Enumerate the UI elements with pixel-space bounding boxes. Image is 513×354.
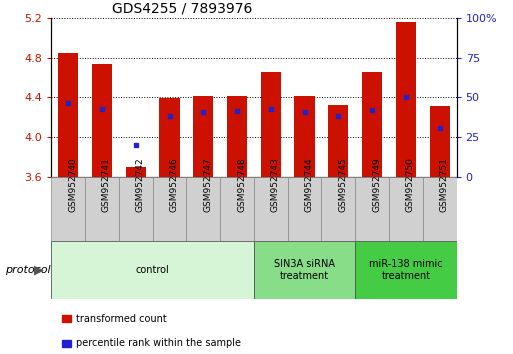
Bar bbox=[328, 105, 348, 177]
Text: GSM952749: GSM952749 bbox=[372, 157, 381, 212]
Bar bbox=[51, 177, 85, 241]
Text: percentile rank within the sample: percentile rank within the sample bbox=[76, 338, 241, 348]
Bar bbox=[160, 98, 180, 177]
Text: protocol: protocol bbox=[5, 265, 51, 275]
Bar bbox=[362, 73, 382, 177]
Bar bbox=[193, 96, 213, 177]
Bar bbox=[322, 177, 355, 241]
Bar bbox=[254, 177, 288, 241]
Bar bbox=[294, 96, 314, 177]
Bar bbox=[126, 167, 146, 177]
Text: SIN3A siRNA
treatment: SIN3A siRNA treatment bbox=[274, 259, 335, 281]
Bar bbox=[51, 241, 254, 299]
Text: GSM952740: GSM952740 bbox=[68, 157, 77, 212]
Text: GSM952746: GSM952746 bbox=[169, 157, 179, 212]
Text: GSM952745: GSM952745 bbox=[339, 157, 347, 212]
Text: ▶: ▶ bbox=[34, 263, 44, 276]
Bar bbox=[58, 52, 78, 177]
Bar bbox=[355, 241, 457, 299]
Text: GSM952743: GSM952743 bbox=[271, 157, 280, 212]
Text: GSM952747: GSM952747 bbox=[203, 157, 212, 212]
Bar bbox=[186, 177, 220, 241]
Text: GSM952751: GSM952751 bbox=[440, 157, 449, 212]
Text: transformed count: transformed count bbox=[76, 314, 167, 324]
Text: miR-138 mimic
treatment: miR-138 mimic treatment bbox=[369, 259, 443, 281]
Text: GSM952742: GSM952742 bbox=[136, 157, 145, 212]
Bar bbox=[254, 241, 355, 299]
Bar bbox=[355, 177, 389, 241]
Bar bbox=[227, 96, 247, 177]
Bar bbox=[396, 22, 416, 177]
Bar bbox=[288, 177, 322, 241]
Text: control: control bbox=[136, 265, 169, 275]
Text: GDS4255 / 7893976: GDS4255 / 7893976 bbox=[112, 1, 252, 15]
Text: GSM952741: GSM952741 bbox=[102, 157, 111, 212]
Bar bbox=[220, 177, 254, 241]
Text: GSM952748: GSM952748 bbox=[237, 157, 246, 212]
Bar bbox=[389, 177, 423, 241]
Text: GSM952750: GSM952750 bbox=[406, 157, 415, 212]
Bar bbox=[152, 177, 186, 241]
Bar bbox=[423, 177, 457, 241]
Bar bbox=[119, 177, 153, 241]
Bar bbox=[261, 73, 281, 177]
Bar bbox=[92, 64, 112, 177]
Bar bbox=[85, 177, 119, 241]
Text: GSM952744: GSM952744 bbox=[305, 157, 313, 212]
Bar bbox=[429, 106, 450, 177]
